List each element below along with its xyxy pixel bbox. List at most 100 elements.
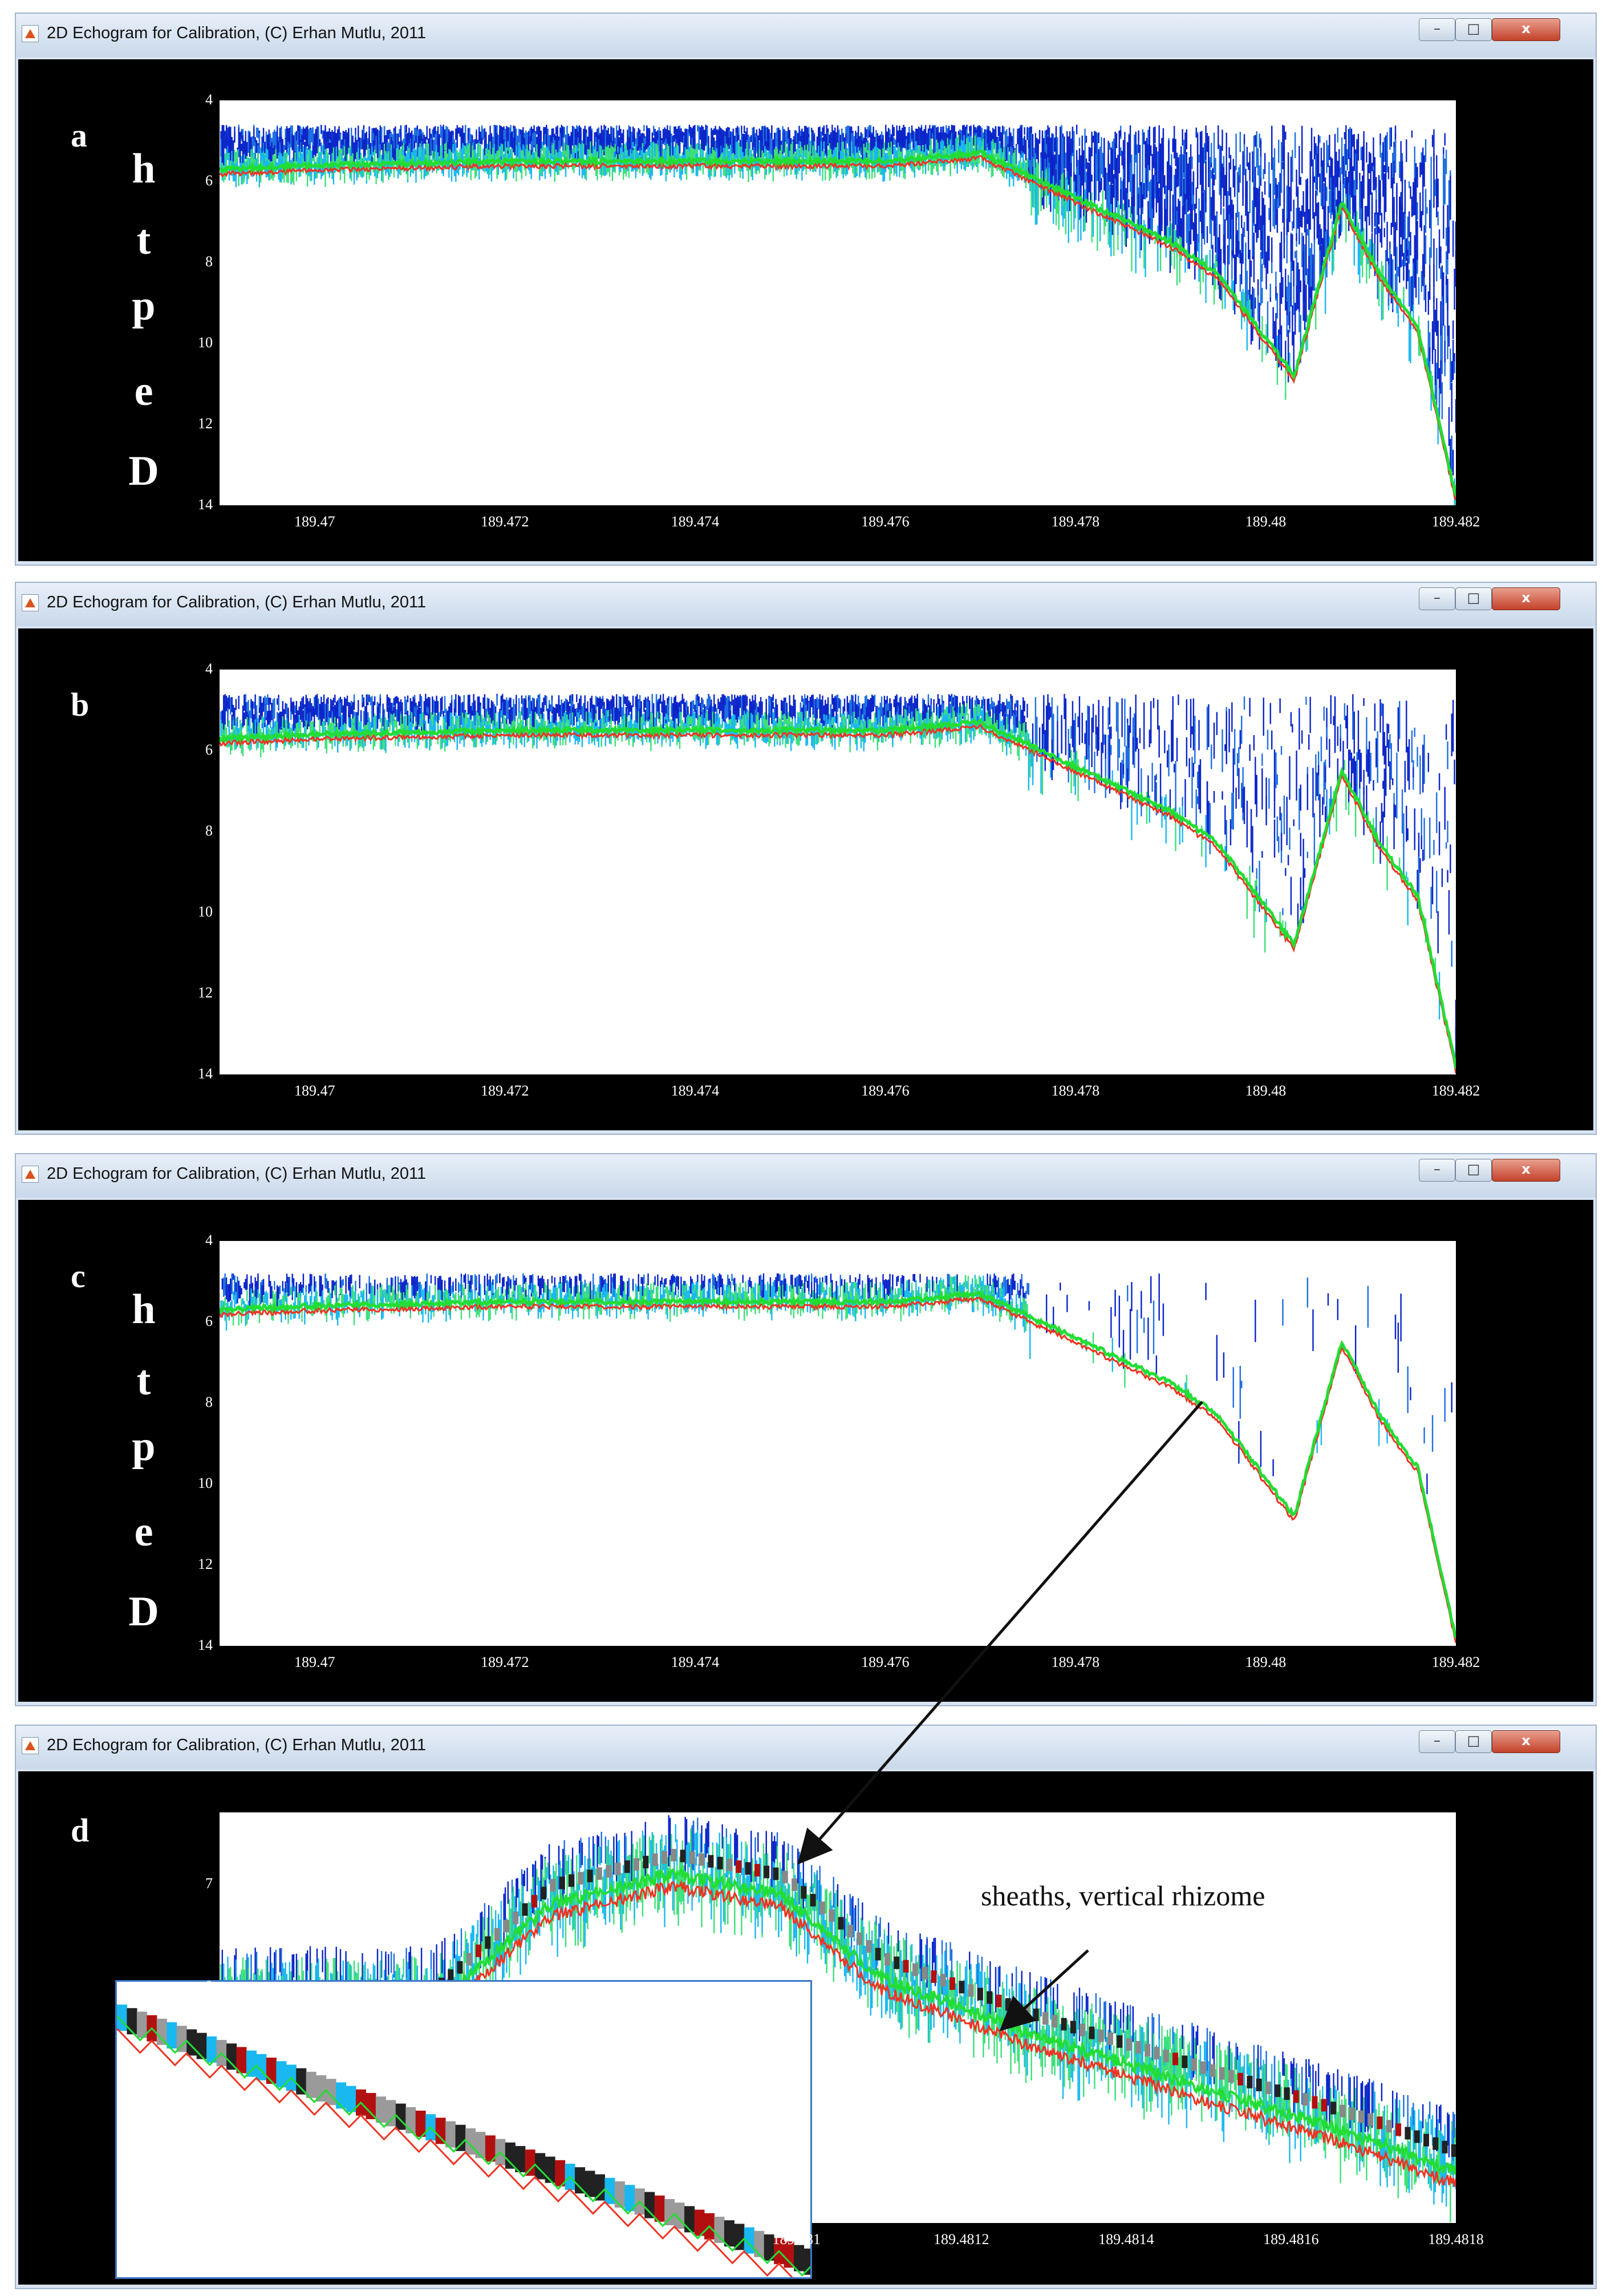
x-tick-label: 189.481 — [772, 2231, 821, 2248]
y-tick-label: 8 — [205, 253, 213, 270]
minimize-button[interactable]: – — [1419, 1159, 1455, 1182]
close-button[interactable]: x — [1492, 1159, 1560, 1182]
matlab-app-icon — [22, 1737, 39, 1754]
y-tick-label: 12 — [198, 984, 213, 1001]
echo-scatter — [220, 1273, 1452, 1495]
zoom-inset — [115, 1980, 812, 2279]
y-tick-label: 8 — [205, 1394, 213, 1410]
figure-canvas: d 7 8 189.481 189.4812 189.4814 189.4816 189.4… — [18, 1771, 1593, 2285]
y-tick-label: 4 — [205, 1232, 213, 1248]
y-tick-label: 14 — [198, 496, 213, 513]
y-tick-label: 10 — [198, 334, 213, 351]
y-tick-label: 4 — [205, 660, 213, 677]
window-title: 2D Echogram for Calibration, (C) Erhan M… — [47, 1165, 427, 1183]
y-tick-label: 8 — [205, 1978, 213, 1994]
y-tick-label: 10 — [198, 1475, 213, 1491]
y-tick-label: 8 — [205, 822, 213, 839]
titlebar: 2D Echogram for Calibration, (C) Erhan M… — [16, 1154, 1596, 1198]
x-tick-label: 189.482 — [1431, 1654, 1480, 1670]
close-button[interactable]: x — [1492, 1730, 1560, 1753]
panel-letter: a — [71, 117, 87, 154]
window-panel-b: 2D Echogram for Calibration, (C) Erhan M… — [15, 582, 1597, 1135]
y-tick-label: 12 — [198, 1556, 213, 1572]
bottom-line-green — [220, 1289, 1456, 1638]
minimize-button[interactable]: – — [1419, 587, 1455, 610]
ylabel-letter: t — [136, 217, 151, 263]
ylabel-letter: h — [132, 145, 156, 192]
window-title: 2D Echogram for Calibration, (C) Erhan M… — [47, 593, 427, 611]
y-tick-label: 7 — [205, 1875, 213, 1892]
panel-letter: b — [71, 686, 90, 723]
window-title: 2D Echogram for Calibration, (C) Erhan M… — [47, 24, 427, 42]
echo-scatter — [220, 693, 1456, 1069]
echogram-plot-a — [220, 100, 1456, 505]
ylabel-letter: h — [132, 1286, 156, 1333]
titlebar: 2D Echogram for Calibration, (C) Erhan M… — [16, 583, 1596, 626]
x-tick-label: 189.47 — [294, 1654, 335, 1670]
figure-canvas: a h t p e D 4 6 8 10 12 14 189.47 189.472 189.47… — [18, 59, 1593, 561]
titlebar: 2D Echogram for Calibration, (C) Erhan M… — [16, 1726, 1596, 1769]
y-tick-label: 6 — [205, 1313, 213, 1329]
ylabel-letter: e — [134, 368, 153, 415]
echogram-plot-b — [220, 670, 1456, 1074]
x-tick-label: 189.472 — [481, 513, 529, 530]
y-tick-label: 10 — [198, 903, 213, 920]
figure-canvas: c h t p e D 4 6 8 10 12 14 189.47 189.472 189.47… — [18, 1200, 1593, 1702]
y-tick-label: 4 — [205, 91, 213, 108]
window-panel-c: 2D Echogram for Calibration, (C) Erhan M… — [15, 1153, 1597, 1706]
maximize-button[interactable]: □ — [1455, 1159, 1492, 1182]
x-tick-label: 189.478 — [1051, 513, 1100, 530]
ylabel-letter: D — [128, 1588, 159, 1635]
x-tick-label: 189.48 — [1245, 1082, 1287, 1099]
bottom-line-red — [220, 155, 1456, 501]
x-tick-label: 189.476 — [861, 1082, 910, 1099]
x-tick-label: 189.482 — [1431, 1082, 1480, 1099]
y-tick-label: 14 — [198, 1065, 213, 1082]
minimize-button[interactable]: – — [1419, 1730, 1455, 1753]
bottom-line-red — [220, 1296, 1456, 1644]
x-tick-label: 189.482 — [1431, 513, 1480, 530]
matlab-app-icon — [22, 594, 39, 611]
bottom-line-red — [220, 724, 1456, 1074]
x-tick-label: 189.48 — [1245, 513, 1287, 530]
maximize-button[interactable]: □ — [1455, 1730, 1492, 1753]
y-tick-label: 12 — [198, 415, 213, 432]
panel-letter: d — [71, 1812, 90, 1849]
x-tick-label: 189.4816 — [1263, 2231, 1319, 2248]
x-tick-label: 189.48 — [1245, 1654, 1287, 1670]
window-panel-d: 2D Echogram for Calibration, (C) Erhan M… — [15, 1725, 1597, 2289]
echo-scatter — [220, 124, 1456, 505]
x-tick-label: 189.47 — [294, 513, 335, 530]
close-button[interactable]: x — [1492, 18, 1560, 41]
y-tick-label: 14 — [198, 1637, 213, 1653]
ylabel-letter: e — [134, 1508, 153, 1555]
window-panel-a: 2D Echogram for Calibration, (C) Erhan M… — [15, 13, 1597, 566]
inset-blocks — [117, 2005, 810, 2275]
x-tick-label: 189.476 — [861, 1654, 910, 1670]
ylabel-letter: D — [128, 448, 159, 494]
minimize-button[interactable]: – — [1419, 18, 1455, 41]
ylabel-letter: p — [132, 282, 156, 329]
x-tick-label: 189.478 — [1051, 1082, 1100, 1099]
x-tick-label: 189.478 — [1051, 1654, 1100, 1670]
x-tick-label: 189.474 — [671, 1654, 720, 1670]
y-tick-label: 6 — [205, 741, 213, 758]
matlab-app-icon — [22, 25, 39, 42]
bottom-line-green — [220, 148, 1456, 496]
x-tick-label: 189.4818 — [1428, 2231, 1484, 2248]
inset-line-green — [117, 2015, 810, 2277]
x-tick-label: 189.47 — [294, 1082, 335, 1099]
inset-line-red — [117, 2027, 793, 2277]
echogram-plot-c — [220, 1241, 1456, 1646]
x-tick-label: 189.4812 — [934, 2231, 989, 2248]
y-tick-label: 6 — [205, 172, 213, 189]
close-button[interactable]: x — [1492, 587, 1560, 610]
x-tick-label: 189.476 — [861, 513, 910, 530]
panel-letter: c — [71, 1257, 86, 1295]
maximize-button[interactable]: □ — [1455, 18, 1492, 41]
x-tick-label: 189.4814 — [1098, 2231, 1154, 2248]
bottom-line-green — [220, 718, 1456, 1069]
titlebar: 2D Echogram for Calibration, (C) Erhan M… — [16, 14, 1596, 57]
annotation-label: sheaths, vertical rhizome — [981, 1880, 1265, 1912]
maximize-button[interactable]: □ — [1455, 587, 1492, 610]
